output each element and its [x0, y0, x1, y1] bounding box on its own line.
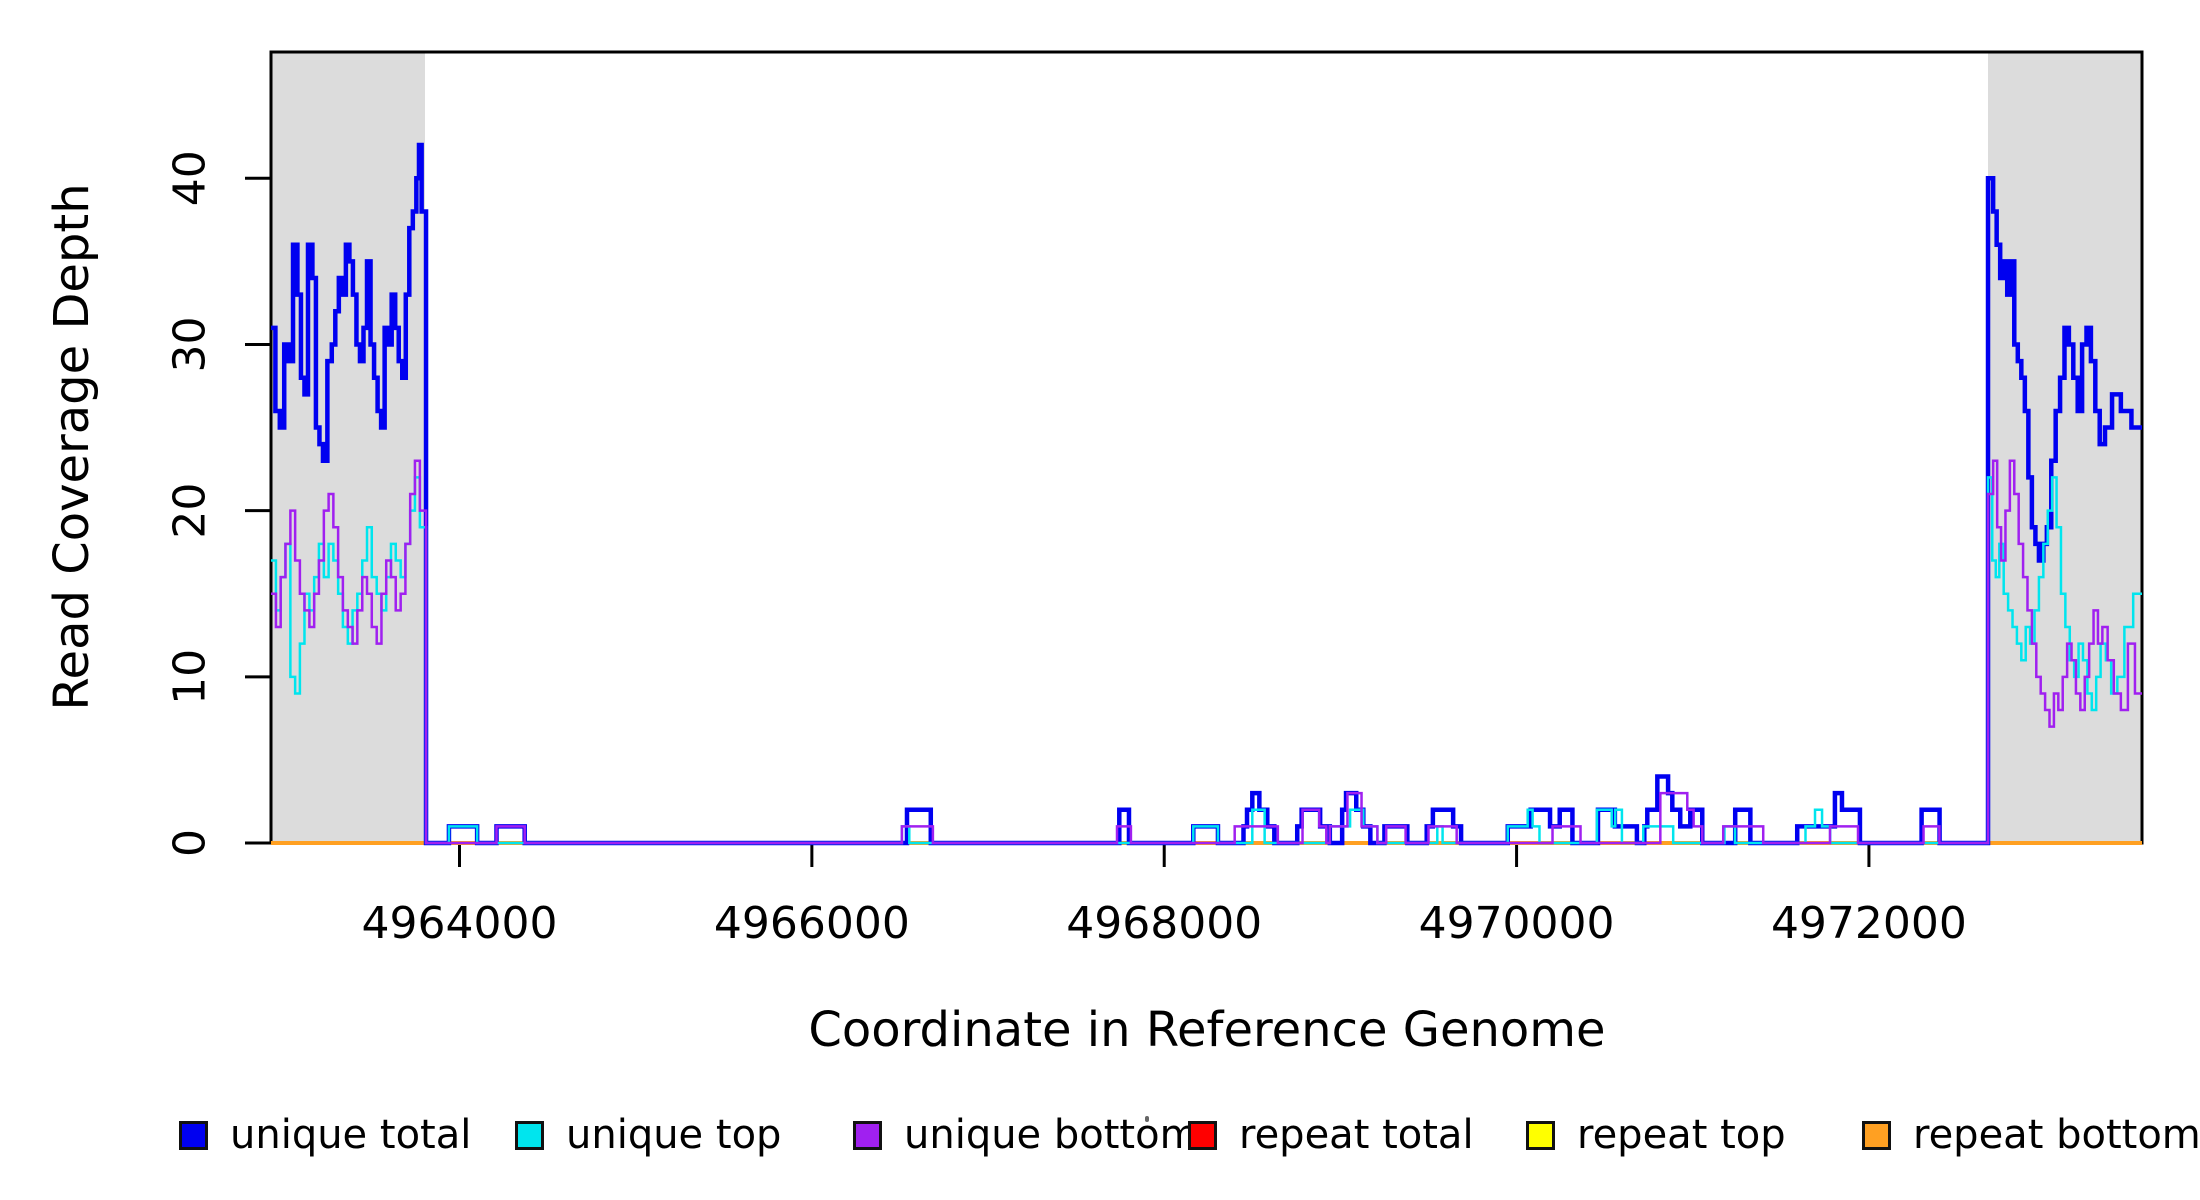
legend-item-unique-top: unique top [515, 1115, 781, 1155]
series-unique-bottom [271, 459, 2142, 845]
legend-label: repeat bottom [1913, 1112, 2200, 1158]
legend-label: unique bottom [904, 1112, 1199, 1158]
y-tick-label: 40 [165, 150, 216, 206]
y-tick-label: 0 [165, 829, 216, 857]
legend-item-unique-bottom: unique bottom [853, 1115, 1199, 1155]
legend-label: repeat total [1239, 1112, 1474, 1158]
legend-item-unique-total: unique total [179, 1115, 471, 1155]
unique-top-swatch-icon [515, 1120, 544, 1150]
legend-item-repeat-top: repeat top [1526, 1115, 1786, 1155]
repeat-bottom-swatch-icon [1862, 1120, 1891, 1150]
repeat-top-swatch-icon [1526, 1120, 1555, 1150]
y-tick-label: 10 [165, 649, 216, 705]
unique-total-swatch-icon [179, 1120, 208, 1150]
repeat-region-right-band [1988, 52, 2142, 843]
y-tick-label: 20 [165, 483, 216, 539]
x-tick-label: 4972000 [1771, 898, 1967, 949]
plot-frame [269, 50, 2144, 845]
legend-label: repeat top [1577, 1112, 1786, 1158]
repeat-region-left-band [271, 52, 425, 843]
stray-dot [1145, 1116, 1149, 1122]
x-tick-label: 4966000 [714, 898, 910, 949]
x-tick-label: 4968000 [1066, 898, 1262, 949]
legend-label: unique top [566, 1112, 782, 1158]
repeat-total-swatch-icon [1188, 1120, 1217, 1150]
legend-item-repeat-total: repeat total [1188, 1115, 1474, 1155]
series-unique-top [271, 476, 2142, 845]
series-unique-total [271, 142, 2142, 846]
y-tick-label: 30 [165, 316, 216, 372]
x-tick-label: 4970000 [1419, 898, 1615, 949]
x-axis-title: Coordinate in Reference Genome [808, 1002, 1606, 1058]
legend-label: unique total [230, 1112, 472, 1158]
y-axis-title: Read Coverage Depth [44, 183, 100, 711]
x-tick-label: 4964000 [362, 898, 558, 949]
unique-bottom-swatch-icon [853, 1120, 882, 1150]
legend-item-repeat-bottom: repeat bottom [1862, 1115, 2200, 1155]
